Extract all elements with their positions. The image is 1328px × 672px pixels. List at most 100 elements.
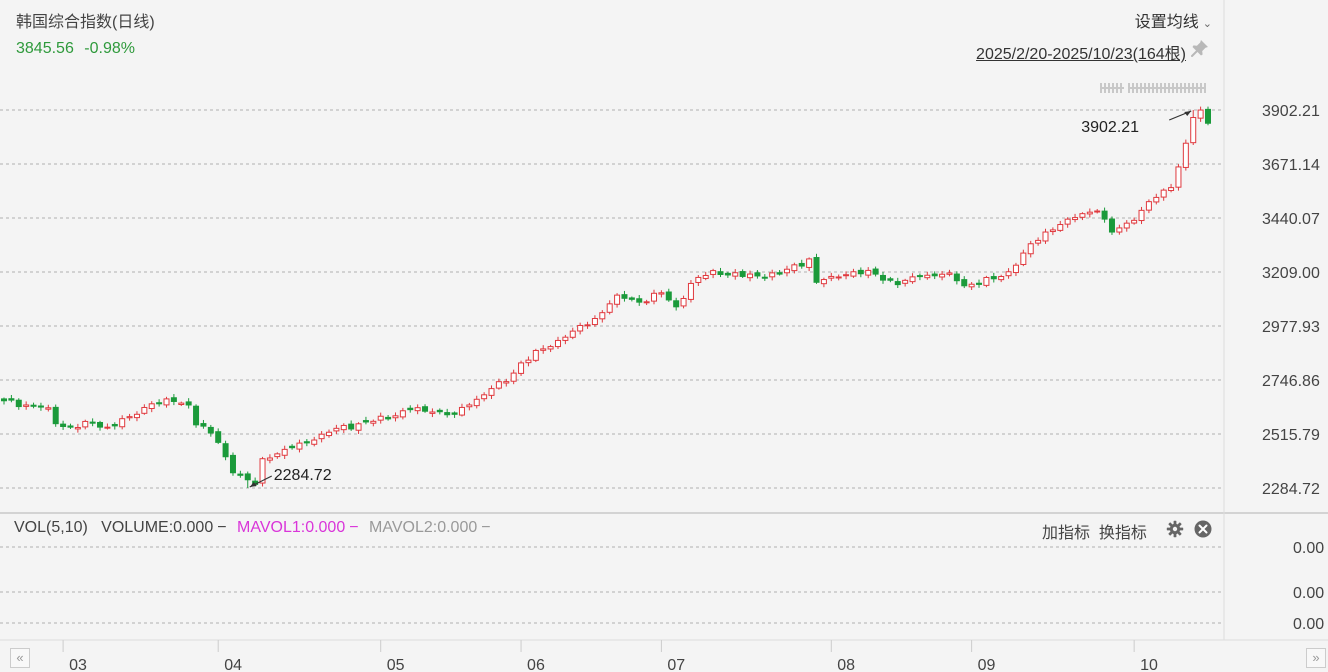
- candle-down: [761, 276, 768, 279]
- candle-down: [385, 416, 392, 420]
- candle-down: [244, 473, 251, 481]
- candle-down: [185, 401, 192, 406]
- candle-up: [1138, 209, 1145, 222]
- candle-down: [665, 291, 672, 301]
- candle-down: [724, 272, 731, 276]
- candle-up: [1012, 264, 1019, 274]
- candle-up: [466, 404, 473, 408]
- candle-up: [399, 410, 406, 418]
- candle-up: [651, 292, 658, 302]
- candle-up: [326, 431, 333, 437]
- candle-up: [1079, 213, 1086, 218]
- volume-y-axis-ticks: 0.00 0.00 0.00: [1293, 540, 1324, 633]
- candle-up: [370, 420, 377, 424]
- x-tick-label: 04: [224, 657, 242, 672]
- low-label: 2284.72: [274, 467, 332, 484]
- candle-up: [606, 303, 613, 313]
- candle-up: [510, 372, 517, 382]
- annotation-arrowhead: [1184, 111, 1192, 116]
- candle-down: [200, 423, 207, 427]
- candle-down: [8, 398, 15, 401]
- mavol1-value: MAVOL1:0.000: [237, 519, 346, 536]
- candle-down: [436, 409, 443, 413]
- y-tick-label: 2515.79: [1262, 427, 1320, 444]
- candle-down: [111, 423, 118, 427]
- candle-up: [414, 407, 421, 412]
- candle-up: [525, 359, 532, 364]
- candle-down: [739, 271, 746, 277]
- candle-down: [52, 406, 59, 425]
- candle-down: [798, 262, 805, 267]
- candle-down: [67, 425, 74, 428]
- y-tick-label: 3902.21: [1262, 103, 1320, 120]
- candle-up: [318, 433, 325, 440]
- double-left-icon[interactable]: «: [10, 648, 30, 668]
- candle-down: [916, 275, 923, 278]
- x-tick-label: 07: [667, 657, 685, 672]
- annotations: 3902.21 2284.72: [249, 110, 1192, 488]
- candle-up: [902, 279, 909, 284]
- y-tick-label: 3209.00: [1262, 265, 1320, 282]
- candle-down: [976, 282, 983, 285]
- candle-up: [503, 381, 510, 384]
- candle-up: [104, 426, 111, 429]
- candle-down: [60, 423, 67, 427]
- candle-up: [23, 404, 30, 407]
- candle-up: [429, 411, 436, 414]
- candle-up: [1027, 243, 1034, 255]
- candle-down: [813, 257, 820, 283]
- volume-legend: VOL(5,10) VOLUME:0.000− MAVOL1:0.000− MA…: [14, 519, 491, 536]
- candle-down: [37, 405, 44, 408]
- gear-icon[interactable]: [1166, 520, 1184, 538]
- high-label: 3902.21: [1081, 119, 1139, 136]
- candle-up: [1116, 227, 1123, 233]
- y-tick-label: 2977.93: [1262, 319, 1320, 336]
- change-percent: -0.98%: [84, 40, 135, 57]
- candle-up: [495, 381, 502, 389]
- candle-down: [451, 412, 458, 415]
- candle-down: [776, 272, 783, 275]
- candle-up: [311, 439, 318, 445]
- candle-down: [193, 405, 200, 426]
- candle-up: [119, 418, 126, 428]
- candle-up: [1197, 109, 1204, 119]
- x-tick-label: 08: [837, 657, 855, 672]
- candle-up: [806, 258, 813, 268]
- switch-indicator-button[interactable]: 换指标: [1098, 525, 1147, 542]
- candle-down: [229, 454, 236, 474]
- candle-down: [348, 423, 355, 430]
- candle-up: [843, 274, 850, 277]
- candle-up: [687, 282, 694, 300]
- candle-up: [680, 297, 687, 307]
- candle-up: [584, 324, 591, 327]
- candle-down: [444, 412, 451, 416]
- x-tick-label: 05: [387, 657, 405, 672]
- volume-y-tick-label: 0.00: [1293, 616, 1324, 633]
- ma-legend-placeholder: [1100, 83, 1206, 93]
- add-indicator-button[interactable]: 加指标: [1042, 525, 1091, 542]
- candle-up: [296, 442, 303, 450]
- close-icon[interactable]: [1194, 520, 1212, 538]
- candle-up: [1131, 219, 1138, 224]
- candle-up: [133, 413, 140, 419]
- candle-up: [518, 362, 525, 374]
- candle-up: [259, 458, 266, 484]
- ma-setting-dropdown[interactable]: 设置均线 ⌄: [1135, 8, 1212, 32]
- candle-up: [1072, 217, 1079, 221]
- candle-up: [562, 336, 569, 341]
- candle-up: [178, 402, 185, 406]
- candle-up: [340, 424, 347, 431]
- y-tick-label: 2746.86: [1262, 373, 1320, 390]
- candle-up: [820, 279, 827, 285]
- pin-icon[interactable]: [1190, 38, 1210, 58]
- candle-up: [82, 420, 89, 428]
- candle-down: [754, 272, 761, 277]
- double-right-icon[interactable]: »: [1306, 648, 1326, 668]
- date-range[interactable]: 2025/2/20-2025/10/23(164根): [976, 46, 1186, 63]
- candle-down: [887, 278, 894, 281]
- candle-up: [769, 272, 776, 278]
- candle-up: [791, 264, 798, 272]
- candle-up: [392, 415, 399, 419]
- candle-up: [783, 268, 790, 274]
